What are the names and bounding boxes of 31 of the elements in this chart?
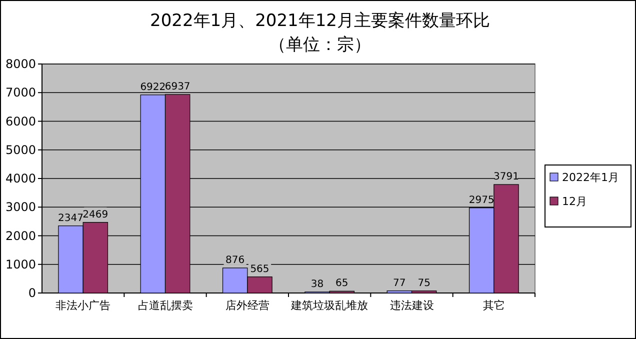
data-label: 3791 xyxy=(494,171,519,182)
data-label: 77 xyxy=(393,278,406,289)
y-tick-label: 6000 xyxy=(5,114,36,128)
x-tick-label: 占道乱摆卖 xyxy=(138,299,193,312)
y-tick-label: 8000 xyxy=(5,57,36,71)
y-tick-label: 4000 xyxy=(5,172,36,186)
y-tick-label: 7000 xyxy=(5,86,36,100)
x-tick-label: 其它 xyxy=(482,299,505,312)
x-tick-label: 违法建设 xyxy=(390,299,434,312)
data-label: 2975 xyxy=(468,194,494,206)
x-tick-label: 店外经营 xyxy=(225,299,270,312)
legend-label: 2022年1月 xyxy=(562,171,619,184)
x-tick-label: 非法小广告 xyxy=(56,299,111,312)
data-label: 38 xyxy=(310,278,324,290)
x-tick-label: 建筑垃圾乱堆放 xyxy=(290,299,368,312)
y-tick-label: 3000 xyxy=(5,200,36,214)
subtitle: （单位：宗） xyxy=(269,35,371,55)
data-label: 6922 xyxy=(140,82,166,93)
data-label: 6937 xyxy=(164,81,190,92)
data-label: 75 xyxy=(418,278,430,289)
data-label: 2347 xyxy=(58,212,84,224)
y-tick-label: 5000 xyxy=(5,142,36,157)
data-label: 565 xyxy=(250,264,270,275)
data-label: 65 xyxy=(336,278,348,290)
y-tick-label: 2000 xyxy=(5,228,36,243)
data-label: 2469 xyxy=(82,209,108,220)
y-tick-label: 0 xyxy=(28,286,36,300)
title: 2022年1月、2021年12月主要案件数量环比 xyxy=(150,11,490,31)
legend-label: 12月 xyxy=(562,195,587,208)
y-tick-label: 1000 xyxy=(5,257,36,272)
data-label: 876 xyxy=(226,254,245,266)
